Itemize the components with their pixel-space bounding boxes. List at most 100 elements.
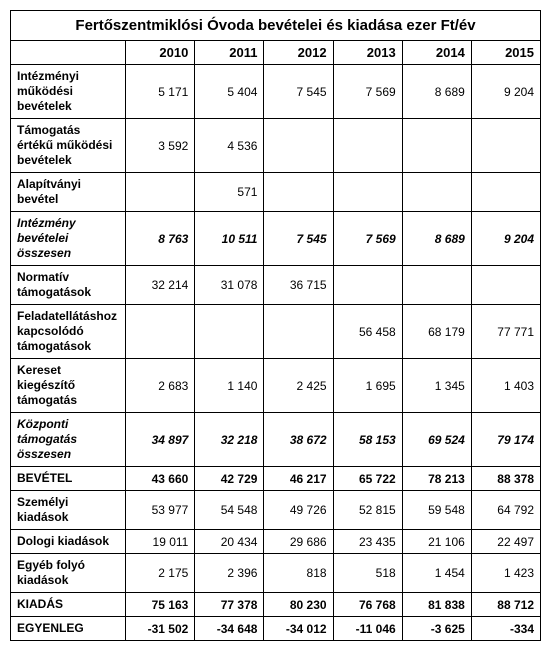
cell-value: 7 569 bbox=[333, 212, 402, 266]
row-label: BEVÉTEL bbox=[11, 467, 126, 491]
cell-value: 77 378 bbox=[195, 593, 264, 617]
cell-value: 10 511 bbox=[195, 212, 264, 266]
cell-value: 43 660 bbox=[126, 467, 195, 491]
row-label: Központi támogatás összesen bbox=[11, 413, 126, 467]
table-row: Személyi kiadások53 97754 54849 72652 81… bbox=[11, 491, 541, 530]
table-row: Kereset kiegészítő támogatás2 6831 1402 … bbox=[11, 359, 541, 413]
cell-value: 1 403 bbox=[471, 359, 540, 413]
cell-value: 65 722 bbox=[333, 467, 402, 491]
row-label: Feladatellátáshoz kapcsolódó támogatások bbox=[11, 305, 126, 359]
cell-value bbox=[264, 305, 333, 359]
cell-value: 77 771 bbox=[471, 305, 540, 359]
cell-value: 88 712 bbox=[471, 593, 540, 617]
cell-value: 32 218 bbox=[195, 413, 264, 467]
cell-value: 29 686 bbox=[264, 530, 333, 554]
table-row: Feladatellátáshoz kapcsolódó támogatások… bbox=[11, 305, 541, 359]
financial-table: Fertőszentmiklósi Óvoda bevételei és kia… bbox=[10, 10, 541, 641]
cell-value: 818 bbox=[264, 554, 333, 593]
row-label: Támogatás értékű működési bevételek bbox=[11, 119, 126, 173]
cell-value bbox=[264, 173, 333, 212]
cell-value: 79 174 bbox=[471, 413, 540, 467]
cell-value: 7 569 bbox=[333, 65, 402, 119]
year-header: 2011 bbox=[195, 41, 264, 65]
cell-value bbox=[264, 119, 333, 173]
cell-value: 1 423 bbox=[471, 554, 540, 593]
cell-value: 68 179 bbox=[402, 305, 471, 359]
table-row: BEVÉTEL43 66042 72946 21765 72278 21388 … bbox=[11, 467, 541, 491]
cell-value: 49 726 bbox=[264, 491, 333, 530]
cell-value: 31 078 bbox=[195, 266, 264, 305]
row-label: Dologi kiadások bbox=[11, 530, 126, 554]
year-header: 2014 bbox=[402, 41, 471, 65]
table-title: Fertőszentmiklósi Óvoda bevételei és kia… bbox=[11, 11, 541, 41]
cell-value bbox=[471, 119, 540, 173]
row-label: Alapítványi bevétel bbox=[11, 173, 126, 212]
cell-value: 2 683 bbox=[126, 359, 195, 413]
row-label: KIADÁS bbox=[11, 593, 126, 617]
row-label: Kereset kiegészítő támogatás bbox=[11, 359, 126, 413]
cell-value: 1 140 bbox=[195, 359, 264, 413]
table-row: Támogatás értékű működési bevételek3 592… bbox=[11, 119, 541, 173]
cell-value: 75 163 bbox=[126, 593, 195, 617]
cell-value: 42 729 bbox=[195, 467, 264, 491]
cell-value: 1 695 bbox=[333, 359, 402, 413]
cell-value: 7 545 bbox=[264, 65, 333, 119]
year-header: 2013 bbox=[333, 41, 402, 65]
row-label: EGYENLEG bbox=[11, 617, 126, 641]
cell-value: 2 175 bbox=[126, 554, 195, 593]
cell-value: 5 171 bbox=[126, 65, 195, 119]
cell-value: 7 545 bbox=[264, 212, 333, 266]
table-row: Dologi kiadások19 01120 43429 68623 4352… bbox=[11, 530, 541, 554]
cell-value bbox=[195, 305, 264, 359]
table-row: Normatív támogatások32 21431 07836 715 bbox=[11, 266, 541, 305]
cell-value: 1 454 bbox=[402, 554, 471, 593]
cell-value: 88 378 bbox=[471, 467, 540, 491]
cell-value: 8 689 bbox=[402, 65, 471, 119]
cell-value: 56 458 bbox=[333, 305, 402, 359]
table-row: Egyéb folyó kiadások2 1752 3968185181 45… bbox=[11, 554, 541, 593]
cell-value: 23 435 bbox=[333, 530, 402, 554]
cell-value: 518 bbox=[333, 554, 402, 593]
cell-value: 54 548 bbox=[195, 491, 264, 530]
cell-value: 5 404 bbox=[195, 65, 264, 119]
cell-value bbox=[402, 119, 471, 173]
cell-value: 76 768 bbox=[333, 593, 402, 617]
cell-value: 2 425 bbox=[264, 359, 333, 413]
cell-value: -3 625 bbox=[402, 617, 471, 641]
table-row: Alapítványi bevétel571 bbox=[11, 173, 541, 212]
table-row: Központi támogatás összesen34 89732 2183… bbox=[11, 413, 541, 467]
cell-value: 20 434 bbox=[195, 530, 264, 554]
cell-value: 8 763 bbox=[126, 212, 195, 266]
cell-value: 80 230 bbox=[264, 593, 333, 617]
table-row: Intézmény bevételei összesen8 76310 5117… bbox=[11, 212, 541, 266]
row-label: Személyi kiadások bbox=[11, 491, 126, 530]
header-blank bbox=[11, 41, 126, 65]
cell-value bbox=[471, 266, 540, 305]
cell-value: 36 715 bbox=[264, 266, 333, 305]
cell-value: 21 106 bbox=[402, 530, 471, 554]
cell-value: 38 672 bbox=[264, 413, 333, 467]
cell-value: 3 592 bbox=[126, 119, 195, 173]
cell-value: 8 689 bbox=[402, 212, 471, 266]
row-label: Intézmény bevételei összesen bbox=[11, 212, 126, 266]
table-row: KIADÁS75 16377 37880 23076 76881 83888 7… bbox=[11, 593, 541, 617]
cell-value bbox=[333, 266, 402, 305]
row-label: Normatív támogatások bbox=[11, 266, 126, 305]
cell-value: -334 bbox=[471, 617, 540, 641]
year-header: 2012 bbox=[264, 41, 333, 65]
cell-value: 34 897 bbox=[126, 413, 195, 467]
year-header: 2015 bbox=[471, 41, 540, 65]
year-header-row: 2010 2011 2012 2013 2014 2015 bbox=[11, 41, 541, 65]
cell-value: 53 977 bbox=[126, 491, 195, 530]
cell-value: 22 497 bbox=[471, 530, 540, 554]
cell-value: 32 214 bbox=[126, 266, 195, 305]
row-label: Egyéb folyó kiadások bbox=[11, 554, 126, 593]
cell-value bbox=[333, 173, 402, 212]
cell-value bbox=[126, 173, 195, 212]
cell-value: -11 046 bbox=[333, 617, 402, 641]
cell-value: 9 204 bbox=[471, 212, 540, 266]
row-label: Intézményi működési bevételek bbox=[11, 65, 126, 119]
cell-value bbox=[471, 173, 540, 212]
cell-value: 69 524 bbox=[402, 413, 471, 467]
cell-value: 58 153 bbox=[333, 413, 402, 467]
